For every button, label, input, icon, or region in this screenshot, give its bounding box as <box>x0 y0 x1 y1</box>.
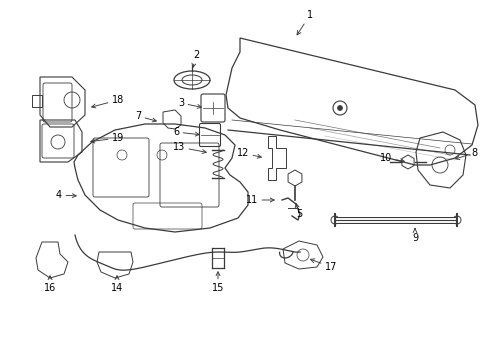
Text: 13: 13 <box>173 142 206 153</box>
Text: 9: 9 <box>412 229 418 243</box>
Text: 18: 18 <box>92 95 124 108</box>
Text: 15: 15 <box>212 272 224 293</box>
Text: 6: 6 <box>173 127 199 137</box>
Text: 8: 8 <box>456 148 477 159</box>
Text: 2: 2 <box>192 50 199 67</box>
Text: 10: 10 <box>380 153 404 163</box>
Text: 1: 1 <box>297 10 313 35</box>
Text: 12: 12 <box>237 148 261 158</box>
Text: 7: 7 <box>135 111 156 122</box>
Text: 14: 14 <box>111 276 123 293</box>
Text: 19: 19 <box>91 133 124 143</box>
Text: 5: 5 <box>295 204 302 219</box>
Text: 17: 17 <box>311 259 338 272</box>
Circle shape <box>338 105 343 111</box>
Text: 11: 11 <box>246 195 274 205</box>
Text: 3: 3 <box>178 98 201 108</box>
Text: 16: 16 <box>44 276 56 293</box>
Text: 4: 4 <box>56 190 76 200</box>
